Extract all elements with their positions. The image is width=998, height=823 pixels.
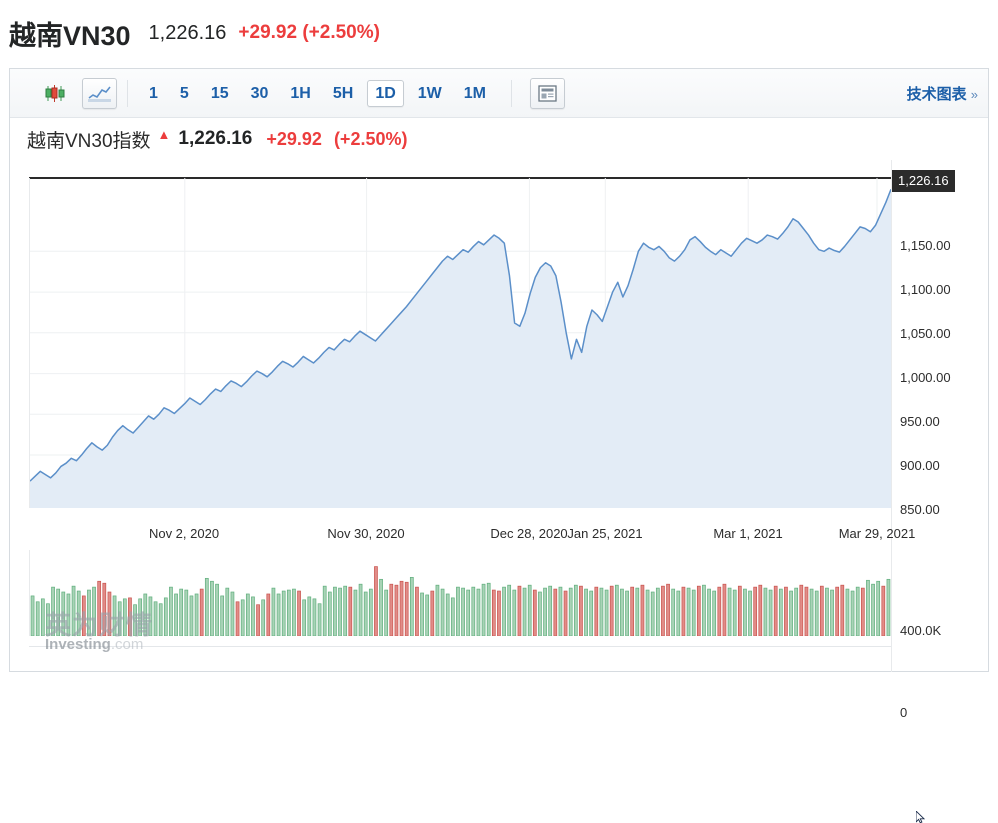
watermark-en: Investing.com (45, 636, 205, 653)
y-tick-900: 900.00 (900, 458, 940, 473)
watermark-en-suffix: .com (110, 636, 144, 653)
y-tick-1100: 1,100.00 (900, 282, 951, 297)
volume-series-svg (30, 566, 891, 637)
header-change: +29.92 (+2.50%) (238, 22, 380, 43)
timeframe-30[interactable]: 30 (250, 84, 269, 102)
x-tick-label: Jan 25, 2021 (567, 526, 643, 541)
instrument-name: 越南VN30指数 (27, 130, 151, 152)
timeframe-5[interactable]: 5 (179, 84, 189, 102)
timeframe-5h[interactable]: 5H (332, 84, 354, 102)
timeframe-1m[interactable]: 1M (463, 84, 486, 102)
y-tick-1150: 1,150.00 (900, 238, 951, 253)
line-chart-icon-button[interactable] (82, 77, 117, 109)
quote-change-abs: +29.92 (266, 128, 322, 149)
timeframe-1w[interactable]: 1W (417, 84, 442, 102)
x-tick-label: Mar 29, 2021 (838, 526, 916, 541)
watermark-en-main: Investing (45, 636, 111, 653)
tech-chart-link[interactable]: 技术图表 » (907, 83, 978, 104)
timeframe-1[interactable]: 1 (149, 84, 158, 102)
y-tick-1000: 1,000.00 (900, 370, 951, 385)
line-chart-icon (88, 86, 111, 102)
volume-baseline (29, 646, 891, 647)
mouse-cursor-icon (916, 811, 925, 823)
quote-value: 1,226.16 (178, 128, 253, 149)
tech-chart-label: 技术图表 (906, 85, 967, 103)
page-title: 越南VN30 (9, 20, 131, 51)
candlestick-chart-icon-button[interactable] (37, 78, 72, 109)
timeframe-15[interactable]: 15 (210, 84, 229, 102)
price-axis-right: 1,226.16 1,150.00 1,100.00 1,050.00 1,00… (891, 160, 988, 720)
current-price-rule (29, 177, 891, 179)
x-tick-label: Nov 30, 2020 (327, 526, 405, 541)
x-tick-label: Mar 1, 2021 (713, 526, 783, 541)
vol-tick-400k: 400.0K (900, 623, 942, 638)
chevron-right-icon: » (970, 86, 978, 102)
up-arrow-icon: ▲ (157, 126, 171, 142)
price-series-svg (29, 178, 892, 508)
chart-area[interactable]: 1,226.16 1,150.00 1,100.00 1,050.00 1,00… (10, 160, 988, 823)
header-last-price: 1,226.16 (148, 21, 227, 44)
page-header: 越南VN30 1,226.16 +29.92 (+2.50%) (0, 0, 998, 66)
toolbar-divider-1 (127, 79, 128, 107)
y-tick-850: 850.00 (900, 502, 940, 517)
current-price-badge: 1,226.16 (892, 170, 955, 192)
x-tick-label: Nov 2, 2020 (148, 526, 220, 541)
y-tick-950: 950.00 (900, 414, 940, 429)
x-tick-label: Dec 28, 2020 (490, 526, 568, 541)
quote-bar: 越南VN30指数 ▲ 1,226.16 +29.92 (+2.50%) (10, 118, 988, 160)
volume-plot[interactable] (29, 550, 891, 637)
candlestick-icon (45, 84, 65, 102)
chart-widget: 1 5 15 30 1H 5H 1D 1W 1M 技术图表 » (9, 68, 989, 823)
y-tick-1050: 1,050.00 (900, 326, 951, 341)
price-plot[interactable] (29, 178, 892, 508)
toolbar-divider-2 (511, 79, 512, 107)
quote-change-pct: (+2.50%) (333, 128, 408, 149)
news-panel-icon-button[interactable] (530, 77, 565, 109)
vol-tick-0: 0 (900, 705, 908, 720)
news-panel-icon (538, 84, 557, 102)
chart-toolbar: 1 5 15 30 1H 5H 1D 1W 1M 技术图表 » (10, 69, 988, 118)
timeframe-1d[interactable]: 1D (367, 79, 404, 107)
timeframe-1h[interactable]: 1H (290, 84, 311, 102)
